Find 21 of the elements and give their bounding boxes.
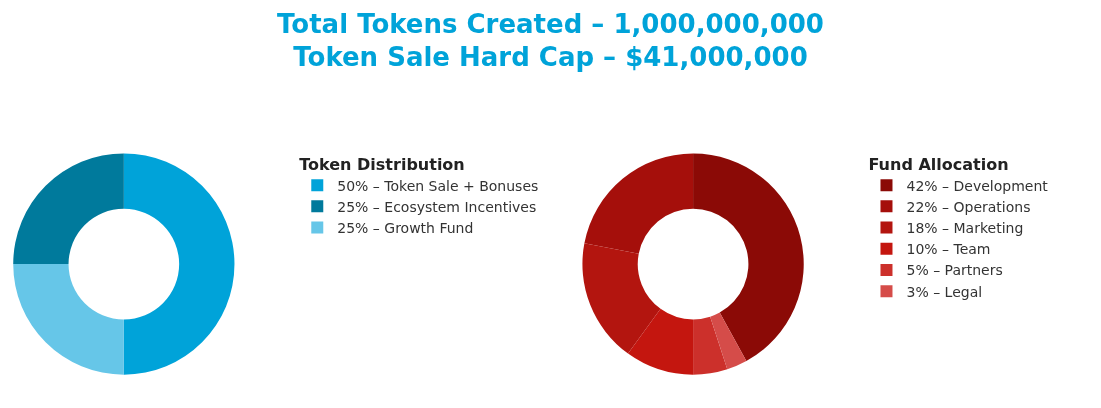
legend-label: 50% – Token Sale + Bonuses — [337, 177, 539, 194]
legend-label: 22% – Operations — [906, 198, 1031, 215]
legend-label: 3% – Legal — [906, 283, 983, 300]
legend-label: 25% – Ecosystem Incentives — [337, 198, 537, 215]
donut-slice — [13, 264, 124, 375]
legend-title: Fund Allocation — [868, 154, 1009, 174]
donut-slice — [13, 153, 124, 265]
donut-slice — [123, 153, 235, 375]
chart-title: Total Tokens Created – 1,000,000,000 Token Sale Hard Cap – $41,000,000 — [277, 8, 824, 73]
donut-slice — [693, 316, 728, 375]
donut-slice — [584, 153, 694, 254]
legend-title: Token Distribution — [299, 154, 465, 174]
legend-label: 5% – Partners — [906, 262, 1003, 279]
donut-slice — [628, 308, 694, 375]
legend-label: 25% – Growth Fund — [337, 220, 474, 236]
donut-slice — [693, 153, 804, 362]
legend-label: 42% – Development — [906, 177, 1049, 194]
legend-label: 18% – Marketing — [906, 220, 1024, 236]
donut-slice — [582, 243, 661, 354]
legend-label: 10% – Team — [906, 241, 991, 258]
donut-slice — [710, 312, 747, 370]
